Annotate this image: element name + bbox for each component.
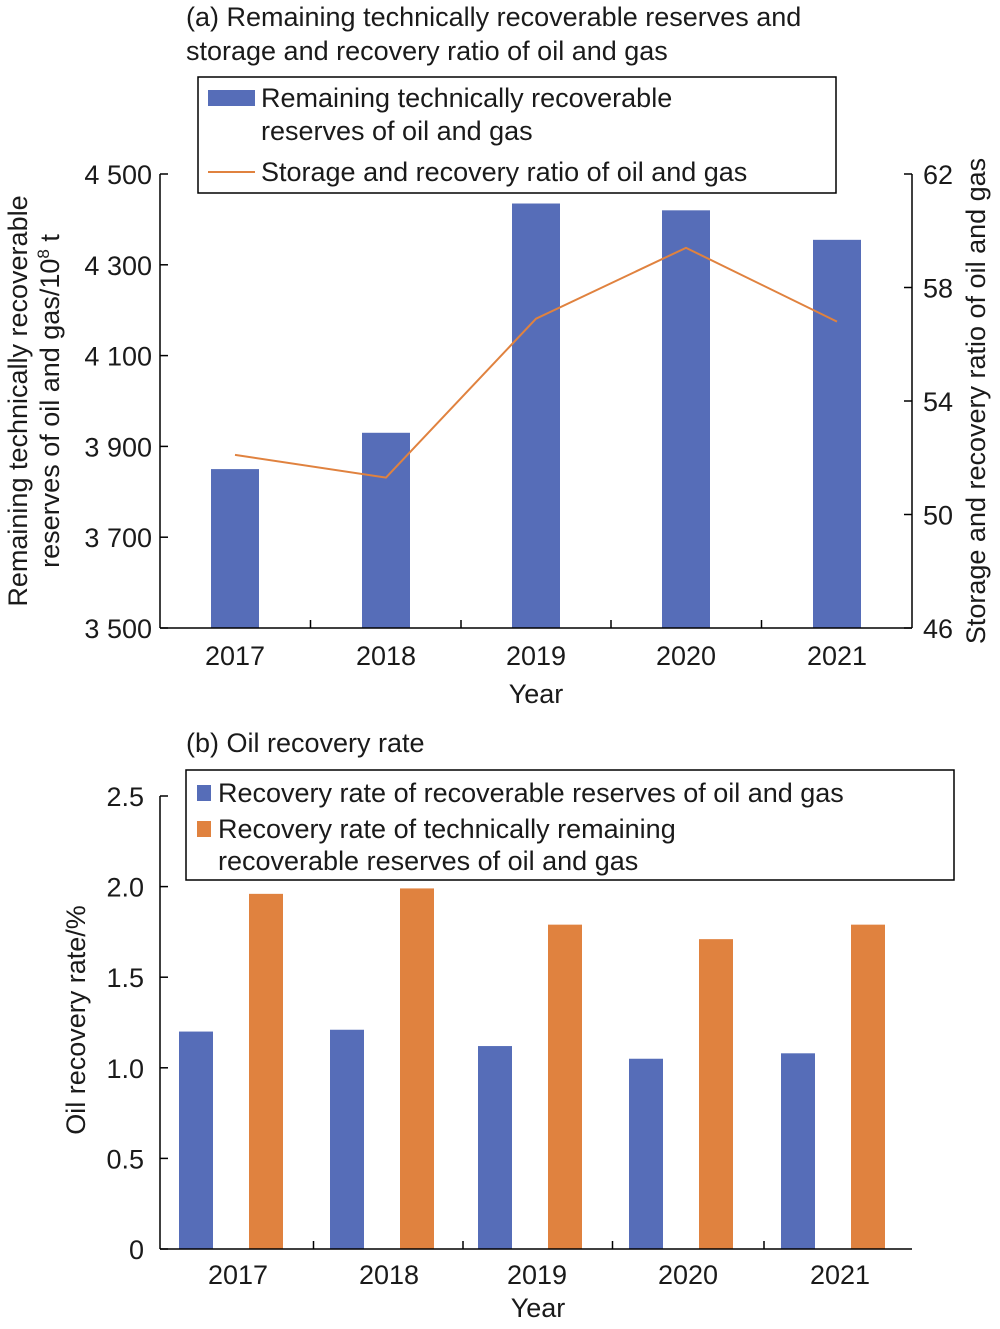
chart-b-axes — [159, 796, 912, 1250]
y-tick-label: 3 500 — [84, 614, 152, 644]
y-tick-label: 4 300 — [84, 251, 152, 281]
bar-recovery-rate-2017 — [179, 1031, 213, 1249]
x-tick-label: 2018 — [356, 641, 416, 671]
chart-a-left-ticks: 3 500 3 700 3 900 4 100 4 300 4 500 — [84, 160, 168, 644]
x-tick-label: 2020 — [656, 641, 716, 671]
bar-recovery-rate-2021 — [781, 1053, 815, 1249]
chart-b-legend: Recovery rate of recoverable reserves of… — [185, 769, 955, 881]
bar-reserves-2019 — [512, 203, 560, 628]
chart-b-legend-swatch-2 — [197, 821, 211, 837]
bar-remaining-recovery-rate-2021 — [851, 924, 885, 1249]
x-tick-label: 2018 — [359, 1260, 419, 1290]
chart-b: (b) Oil recovery rate 0 0.5 1.0 1.5 2.0 2.5 2… — [61, 728, 955, 1323]
bar-reserves-2018 — [362, 432, 410, 628]
x-tick-label: 2019 — [506, 641, 566, 671]
chart-a-y2label: Storage and recovery ratio of oil and ga… — [961, 158, 991, 644]
chart-a-ylabel-suffix: t — [35, 234, 65, 250]
y2-tick-label: 62 — [923, 160, 953, 190]
chart-a-ratio-line — [234, 246, 838, 479]
chart-b-xlabel: Year — [511, 1293, 566, 1323]
chart-b-legend-item-2-line1: Recovery rate of technically remaining — [218, 814, 676, 844]
bar-remaining-recovery-rate-2017 — [249, 893, 283, 1249]
chart-b-left-ticks: 0 0.5 1.0 1.5 2.0 2.5 — [106, 782, 168, 1265]
chart-a: (a) Remaining technically recoverable re… — [3, 2, 991, 709]
chart-a-legend-box — [197, 76, 837, 194]
y-tick-label: 2.0 — [106, 873, 144, 903]
chart-a-legend-bar-line2: reserves of oil and gas — [261, 116, 533, 146]
chart-a-ylabel-prefix: reserves of oil and gas/10 — [35, 259, 65, 568]
chart-a-ylabel-line2: reserves of oil and gas/108 t — [34, 234, 65, 568]
chart-a-x-ticks: 2017 2018 2019 2020 2021 — [205, 620, 867, 671]
chart-a-title-line1: (a) Remaining technically recoverable re… — [186, 2, 801, 32]
bar-remaining-recovery-rate-2020 — [699, 939, 733, 1249]
chart-a-bars — [211, 203, 861, 628]
chart-a-legend-bar-line1: Remaining technically recoverable — [261, 83, 672, 113]
x-tick-label: 2019 — [507, 1260, 567, 1290]
bar-recovery-rate-2019 — [478, 1046, 512, 1249]
chart-a-xlabel: Year — [509, 679, 564, 709]
bar-reserves-2020 — [662, 210, 710, 628]
chart-b-title: (b) Oil recovery rate — [186, 728, 425, 758]
chart-a-legend: Remaining technically recoverable reserv… — [197, 76, 837, 194]
chart-a-right-ticks: 46 50 54 58 62 — [904, 160, 953, 644]
bar-reserves-2021 — [813, 239, 861, 628]
bar-remaining-recovery-rate-2018 — [400, 888, 434, 1249]
x-tick-label: 2017 — [208, 1260, 268, 1290]
chart-a-legend-line: Storage and recovery ratio of oil and ga… — [261, 157, 747, 187]
y2-tick-label: 54 — [923, 387, 953, 417]
chart-a-title-line2: storage and recovery ratio of oil and ga… — [186, 36, 668, 66]
bar-remaining-recovery-rate-2019 — [548, 924, 582, 1249]
y-tick-label: 1.0 — [106, 1054, 144, 1084]
chart-b-legend-item-2-line2: recoverable reserves of oil and gas — [218, 846, 638, 876]
y2-tick-label: 46 — [923, 614, 953, 644]
x-tick-label: 2020 — [658, 1260, 718, 1290]
y2-tick-label: 50 — [923, 501, 953, 531]
bar-recovery-rate-2020 — [629, 1058, 663, 1249]
chart-b-legend-box — [185, 769, 955, 881]
x-tick-label: 2017 — [205, 641, 265, 671]
y-tick-label: 3 700 — [84, 523, 152, 553]
chart-b-ylabel: Oil recovery rate/% — [61, 905, 91, 1135]
x-tick-label: 2021 — [810, 1260, 870, 1290]
y2-tick-label: 58 — [923, 274, 953, 304]
y-tick-label: 2.5 — [106, 782, 144, 812]
chart-b-bars — [179, 888, 885, 1249]
x-tick-label: 2021 — [807, 641, 867, 671]
chart-b-x-ticks: 2017 2018 2019 2020 2021 — [208, 1241, 870, 1290]
y-tick-label: 0 — [129, 1235, 144, 1265]
chart-a-legend-swatch-bar — [208, 90, 255, 106]
y-tick-label: 1.5 — [106, 963, 144, 993]
y-tick-label: 3 900 — [84, 432, 152, 462]
chart-b-legend-item-1: Recovery rate of recoverable reserves of… — [218, 778, 844, 808]
chart-a-ylabel-sup: 8 — [34, 249, 53, 258]
bar-reserves-2017 — [211, 469, 259, 628]
y-tick-label: 4 100 — [84, 342, 152, 372]
bar-recovery-rate-2018 — [330, 1029, 364, 1249]
chart-a-ylabel-line1: Remaining technically recoverable — [3, 195, 33, 606]
y-tick-label: 4 500 — [84, 160, 152, 190]
y-tick-label: 0.5 — [106, 1144, 144, 1174]
chart-b-legend-swatch-1 — [197, 785, 211, 801]
